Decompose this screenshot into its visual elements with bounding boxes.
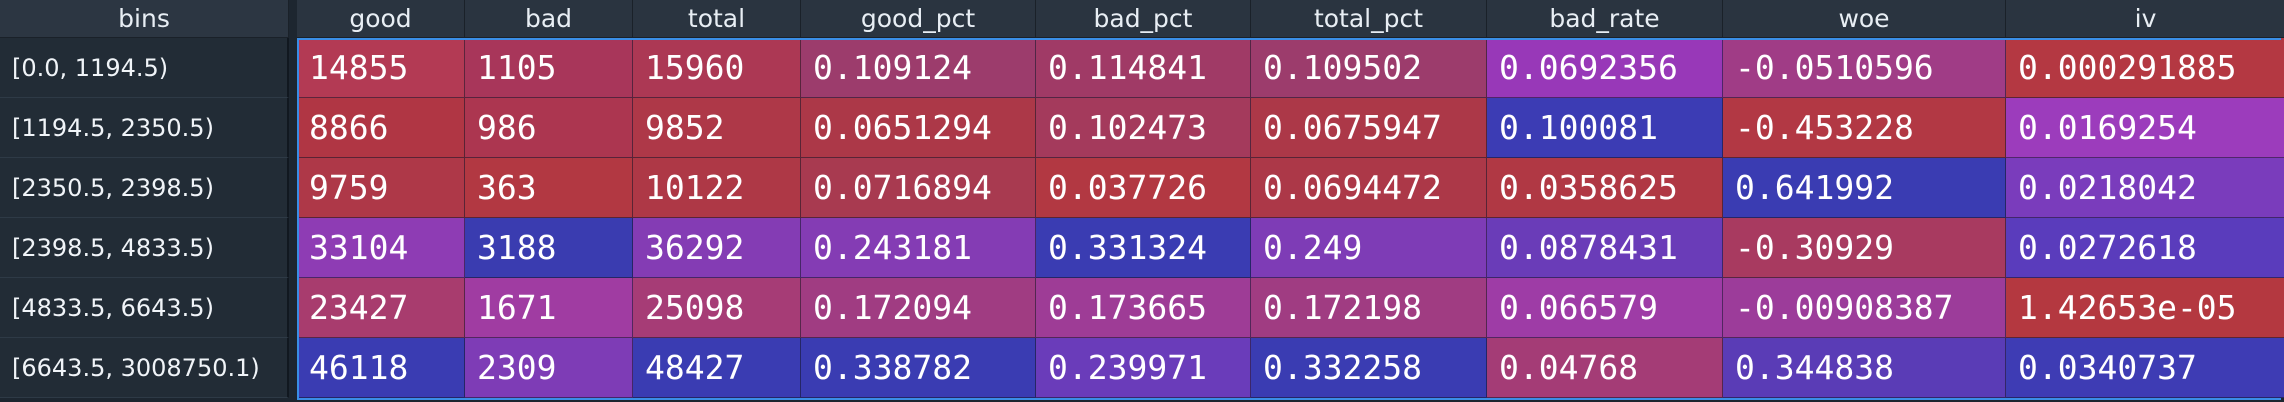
row-gap <box>289 98 297 158</box>
table-cell[interactable]: 0.100081 <box>1487 98 1723 158</box>
table-cell[interactable]: 0.102473 <box>1036 98 1251 158</box>
table-cell[interactable]: 9852 <box>633 98 801 158</box>
table-cell[interactable]: 0.000291885 <box>2006 38 2284 98</box>
table-cell[interactable]: 0.172094 <box>801 278 1036 338</box>
column-header-woe[interactable]: woe <box>1723 0 2006 38</box>
table-cell[interactable]: 0.338782 <box>801 338 1036 398</box>
column-header-iv[interactable]: iv <box>2006 0 2284 38</box>
column-header-total[interactable]: total <box>633 0 801 38</box>
table-cell[interactable]: 0.331324 <box>1036 218 1251 278</box>
table-cell[interactable]: 0.0651294 <box>801 98 1036 158</box>
table-cell[interactable]: 48427 <box>633 338 801 398</box>
table-cell[interactable]: 363 <box>465 158 633 218</box>
table-cell[interactable]: 0.0878431 <box>1487 218 1723 278</box>
table-cell[interactable]: 36292 <box>633 218 801 278</box>
table-cell[interactable]: 0.037726 <box>1036 158 1251 218</box>
table-cell[interactable]: 0.0358625 <box>1487 158 1723 218</box>
table-cell[interactable]: 0.243181 <box>801 218 1036 278</box>
table-cell[interactable]: 0.344838 <box>1723 338 2006 398</box>
row-index-bin[interactable]: [1194.5, 2350.5) <box>0 98 289 158</box>
table-cell[interactable]: 0.641992 <box>1723 158 2006 218</box>
table-cell[interactable]: 3188 <box>465 218 633 278</box>
table-cell[interactable]: 46118 <box>297 338 465 398</box>
table-cell[interactable]: 0.0692356 <box>1487 38 1723 98</box>
column-header-bins[interactable]: bins <box>0 0 289 38</box>
table-cell[interactable]: -0.453228 <box>1723 98 2006 158</box>
table-cell[interactable]: 15960 <box>633 38 801 98</box>
table-cell[interactable]: -0.00908387 <box>1723 278 2006 338</box>
column-header-good[interactable]: good <box>297 0 465 38</box>
row-index-bin[interactable]: [2398.5, 4833.5) <box>0 218 289 278</box>
row-index-bin[interactable]: [6643.5, 3008750.1) <box>0 338 289 398</box>
table-cell[interactable]: 33104 <box>297 218 465 278</box>
table-cell[interactable]: -0.30929 <box>1723 218 2006 278</box>
table-cell[interactable]: 0.04768 <box>1487 338 1723 398</box>
table-cell[interactable]: 2309 <box>465 338 633 398</box>
table-cell[interactable]: 25098 <box>633 278 801 338</box>
table-cell[interactable]: 0.0340737 <box>2006 338 2284 398</box>
table-cell[interactable]: 9759 <box>297 158 465 218</box>
row-gap <box>289 158 297 218</box>
row-gap <box>289 218 297 278</box>
table-cell[interactable]: 0.0694472 <box>1251 158 1487 218</box>
column-header-bad-pct[interactable]: bad_pct <box>1036 0 1251 38</box>
table-cell[interactable]: 0.0716894 <box>801 158 1036 218</box>
table-cell[interactable]: 8866 <box>297 98 465 158</box>
table-cell[interactable]: -0.0510596 <box>1723 38 2006 98</box>
table-cell[interactable]: 0.173665 <box>1036 278 1251 338</box>
table-cell[interactable]: 0.172198 <box>1251 278 1487 338</box>
row-gap <box>289 278 297 338</box>
table-cell[interactable]: 0.0675947 <box>1251 98 1487 158</box>
header-gap <box>289 0 297 38</box>
table-cell[interactable]: 1105 <box>465 38 633 98</box>
table-cell[interactable]: 0.0169254 <box>2006 98 2284 158</box>
table-cell[interactable]: 0.109502 <box>1251 38 1487 98</box>
row-index-bin[interactable]: [2350.5, 2398.5) <box>0 158 289 218</box>
table-cell[interactable]: 0.332258 <box>1251 338 1487 398</box>
table-cell[interactable]: 0.249 <box>1251 218 1487 278</box>
table-cell[interactable]: 10122 <box>633 158 801 218</box>
row-gap <box>289 338 297 398</box>
column-header-good-pct[interactable]: good_pct <box>801 0 1036 38</box>
column-header-bad-rate[interactable]: bad_rate <box>1487 0 1723 38</box>
table-cell[interactable]: 0.0272618 <box>2006 218 2284 278</box>
table-cell[interactable]: 0.0218042 <box>2006 158 2284 218</box>
column-header-total-pct[interactable]: total_pct <box>1251 0 1487 38</box>
table-cell[interactable]: 1.42653e-05 <box>2006 278 2284 338</box>
table-cell[interactable]: 1671 <box>465 278 633 338</box>
table-cell[interactable]: 23427 <box>297 278 465 338</box>
column-header-bad[interactable]: bad <box>465 0 633 38</box>
row-gap <box>289 38 297 98</box>
row-index-bin[interactable]: [4833.5, 6643.5) <box>0 278 289 338</box>
table-cell[interactable]: 0.239971 <box>1036 338 1251 398</box>
table-cell[interactable]: 0.114841 <box>1036 38 1251 98</box>
row-index-bin[interactable]: [0.0, 1194.5) <box>0 38 289 98</box>
table-cell[interactable]: 0.066579 <box>1487 278 1723 338</box>
table-cell[interactable]: 14855 <box>297 38 465 98</box>
table-cell[interactable]: 986 <box>465 98 633 158</box>
table-cell[interactable]: 0.109124 <box>801 38 1036 98</box>
